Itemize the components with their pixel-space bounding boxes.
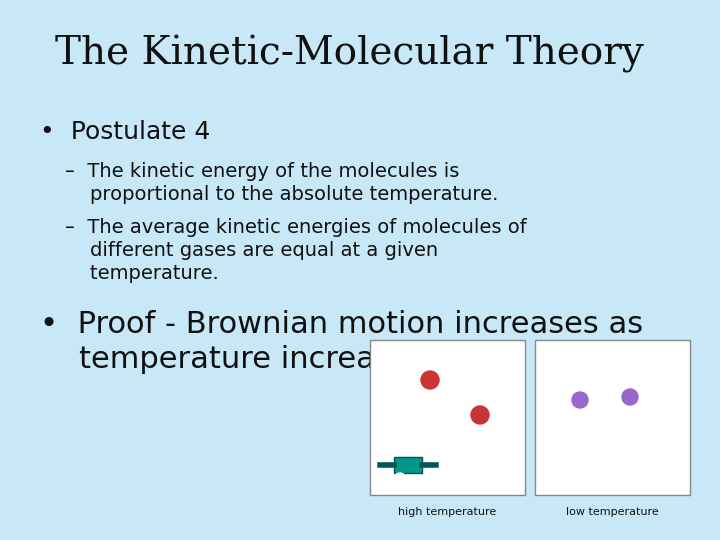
Text: high temperature: high temperature bbox=[398, 507, 497, 517]
Text: •  Postulate 4: • Postulate 4 bbox=[40, 120, 210, 144]
Circle shape bbox=[394, 473, 406, 485]
Text: temperature.: temperature. bbox=[65, 264, 219, 283]
Text: different gases are equal at a given: different gases are equal at a given bbox=[65, 241, 438, 260]
Text: The Kinetic-Molecular Theory: The Kinetic-Molecular Theory bbox=[55, 35, 644, 73]
Text: temperature increases.: temperature increases. bbox=[40, 345, 435, 374]
Text: –  The average kinetic energies of molecules of: – The average kinetic energies of molecu… bbox=[65, 218, 527, 237]
Text: –  The kinetic energy of the molecules is: – The kinetic energy of the molecules is bbox=[65, 162, 459, 181]
Circle shape bbox=[471, 406, 489, 424]
Text: •  Proof - Brownian motion increases as: • Proof - Brownian motion increases as bbox=[40, 310, 643, 339]
Circle shape bbox=[572, 392, 588, 408]
Circle shape bbox=[421, 371, 439, 389]
Bar bbox=[394, 457, 422, 473]
Circle shape bbox=[622, 389, 638, 405]
Bar bbox=[535, 340, 690, 495]
Text: proportional to the absolute temperature.: proportional to the absolute temperature… bbox=[65, 185, 498, 204]
Bar bbox=[370, 340, 525, 495]
Text: low temperature: low temperature bbox=[566, 507, 659, 517]
